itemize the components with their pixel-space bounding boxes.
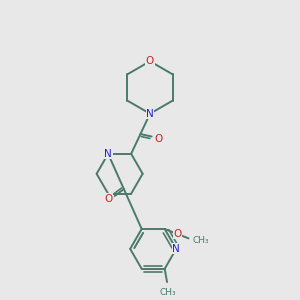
- Text: N: N: [104, 149, 112, 159]
- Text: O: O: [154, 134, 162, 145]
- Text: N: N: [172, 244, 180, 254]
- Text: N: N: [146, 109, 154, 119]
- Text: O: O: [104, 194, 112, 204]
- Text: O: O: [146, 56, 154, 66]
- Text: CH₃: CH₃: [159, 288, 176, 297]
- Text: CH₃: CH₃: [193, 236, 210, 244]
- Text: O: O: [173, 229, 181, 239]
